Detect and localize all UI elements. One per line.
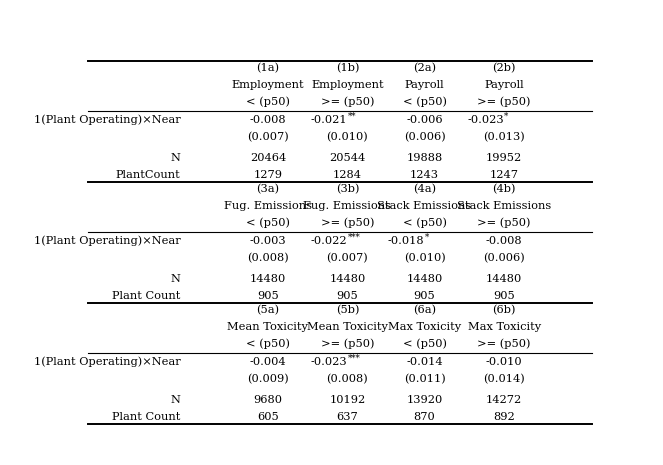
Text: 1243: 1243 (410, 170, 439, 179)
Text: ***: *** (347, 233, 360, 242)
Text: 14272: 14272 (486, 395, 522, 405)
Text: (5a): (5a) (257, 305, 279, 315)
Text: 1(Plant Operating)×Near: 1(Plant Operating)×Near (34, 357, 180, 367)
Text: (0.006): (0.006) (483, 253, 525, 263)
Text: Mean Toxicity: Mean Toxicity (307, 322, 388, 332)
Text: Max Toxicity: Max Toxicity (388, 322, 461, 332)
Text: 14480: 14480 (406, 274, 443, 284)
Text: (4b): (4b) (493, 184, 516, 194)
Text: 20464: 20464 (250, 153, 286, 163)
Text: ***: *** (347, 354, 360, 363)
Text: Employment: Employment (231, 80, 304, 90)
Text: 9680: 9680 (253, 395, 282, 405)
Text: -0.004: -0.004 (249, 357, 286, 367)
Text: 905: 905 (257, 291, 278, 300)
Text: 905: 905 (414, 291, 436, 300)
Text: < (p50): < (p50) (402, 97, 447, 107)
Text: (2b): (2b) (493, 63, 516, 73)
Text: Mean Toxicity: Mean Toxicity (227, 322, 308, 332)
Text: PlantCount: PlantCount (116, 170, 180, 179)
Text: 14480: 14480 (486, 274, 522, 284)
Text: -0.010: -0.010 (486, 357, 522, 367)
Text: 1247: 1247 (490, 170, 518, 179)
Text: (1a): (1a) (257, 63, 279, 73)
Text: -0.006: -0.006 (406, 115, 443, 125)
Text: Payroll: Payroll (485, 80, 524, 90)
Text: 14480: 14480 (250, 274, 286, 284)
Text: N: N (170, 274, 180, 284)
Text: -0.008: -0.008 (249, 115, 286, 125)
Text: -0.023: -0.023 (467, 115, 505, 125)
Text: < (p50): < (p50) (402, 339, 447, 349)
Text: 10192: 10192 (330, 395, 365, 405)
Text: (0.010): (0.010) (404, 253, 446, 263)
Text: (0.010): (0.010) (327, 132, 369, 142)
Text: (0.014): (0.014) (483, 374, 525, 384)
Text: (0.011): (0.011) (404, 374, 446, 384)
Text: 13920: 13920 (406, 395, 443, 405)
Text: >= (p50): >= (p50) (477, 97, 531, 107)
Text: (0.007): (0.007) (247, 132, 288, 142)
Text: (0.013): (0.013) (483, 132, 525, 142)
Text: 19952: 19952 (486, 153, 522, 163)
Text: (4a): (4a) (413, 184, 436, 194)
Text: Plant Count: Plant Count (112, 291, 180, 300)
Text: < (p50): < (p50) (246, 97, 290, 107)
Text: (1b): (1b) (335, 63, 359, 73)
Text: (0.008): (0.008) (327, 374, 369, 384)
Text: 905: 905 (493, 291, 515, 300)
Text: < (p50): < (p50) (402, 218, 447, 228)
Text: >= (p50): >= (p50) (321, 218, 374, 228)
Text: -0.003: -0.003 (249, 236, 286, 246)
Text: >= (p50): >= (p50) (321, 339, 374, 349)
Text: >= (p50): >= (p50) (477, 218, 531, 228)
Text: Payroll: Payroll (404, 80, 444, 90)
Text: 905: 905 (337, 291, 359, 300)
Text: (6b): (6b) (493, 305, 516, 315)
Text: (3b): (3b) (335, 184, 359, 194)
Text: 605: 605 (257, 412, 278, 422)
Text: (5b): (5b) (335, 305, 359, 315)
Text: Fug. Emissions: Fug. Emissions (224, 201, 312, 211)
Text: -0.008: -0.008 (486, 236, 522, 246)
Text: < (p50): < (p50) (246, 218, 290, 228)
Text: **: ** (347, 112, 356, 121)
Text: *: * (424, 233, 429, 242)
Text: Plant Count: Plant Count (112, 412, 180, 422)
Text: -0.014: -0.014 (406, 357, 443, 367)
Text: Fug. Emissions: Fug. Emissions (304, 201, 391, 211)
Text: N: N (170, 395, 180, 405)
Text: 1279: 1279 (253, 170, 282, 179)
Text: Max Toxicity: Max Toxicity (467, 322, 541, 332)
Text: (0.007): (0.007) (327, 253, 369, 263)
Text: 1284: 1284 (333, 170, 362, 179)
Text: Stack Emissions: Stack Emissions (377, 201, 471, 211)
Text: < (p50): < (p50) (246, 339, 290, 349)
Text: -0.018: -0.018 (388, 236, 424, 246)
Text: Employment: Employment (311, 80, 384, 90)
Text: 14480: 14480 (330, 274, 365, 284)
Text: -0.021: -0.021 (311, 115, 347, 125)
Text: -0.022: -0.022 (311, 236, 347, 246)
Text: 19888: 19888 (406, 153, 443, 163)
Text: (3a): (3a) (257, 184, 279, 194)
Text: 892: 892 (493, 412, 515, 422)
Text: -0.023: -0.023 (311, 357, 347, 367)
Text: (0.006): (0.006) (404, 132, 446, 142)
Text: *: * (505, 112, 509, 121)
Text: 1(Plant Operating)×Near: 1(Plant Operating)×Near (34, 236, 180, 246)
Text: >= (p50): >= (p50) (321, 97, 374, 107)
Text: >= (p50): >= (p50) (477, 339, 531, 349)
Text: Stack Emissions: Stack Emissions (457, 201, 552, 211)
Text: (0.009): (0.009) (247, 374, 288, 384)
Text: N: N (170, 153, 180, 163)
Text: 1(Plant Operating)×Near: 1(Plant Operating)×Near (34, 115, 180, 126)
Text: 20544: 20544 (330, 153, 365, 163)
Text: 637: 637 (337, 412, 359, 422)
Text: (0.008): (0.008) (247, 253, 288, 263)
Text: (6a): (6a) (413, 305, 436, 315)
Text: (2a): (2a) (413, 63, 436, 73)
Text: 870: 870 (414, 412, 436, 422)
